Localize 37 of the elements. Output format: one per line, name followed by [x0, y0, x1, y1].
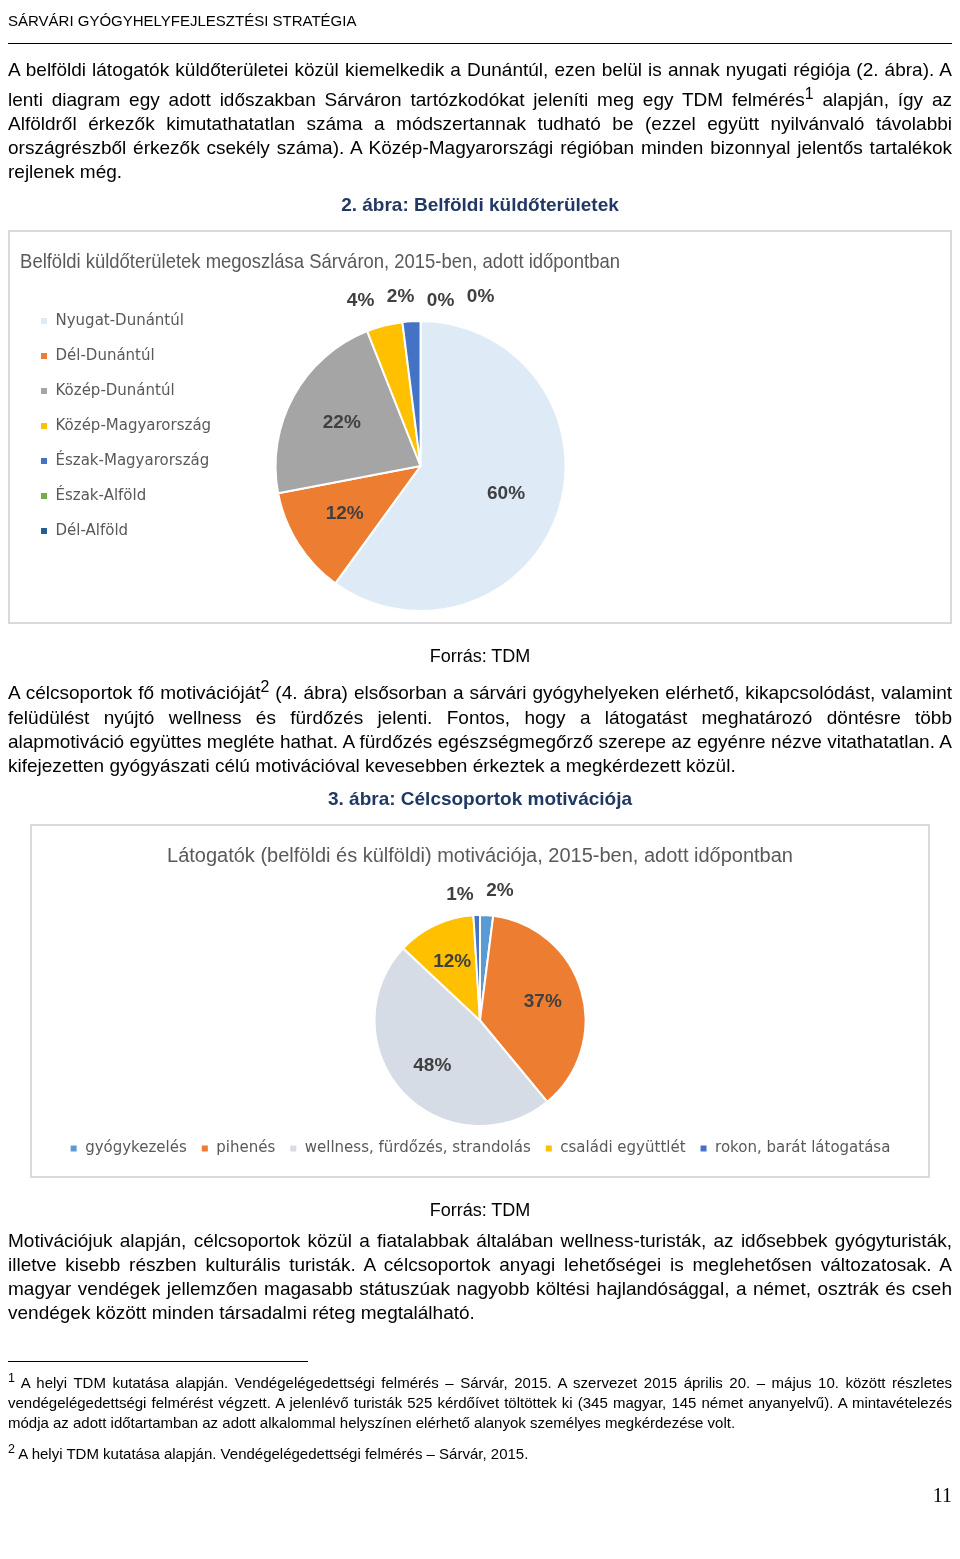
legend-label: pihenés — [216, 1138, 276, 1157]
data-label: 60% — [487, 482, 526, 504]
text: 2. ábra: Belföldi küldőterületek — [340, 194, 620, 217]
text: SÁRVÁRI GYÓGYHELYFEJLESZTÉSI STRATÉGIA — [8, 8, 952, 44]
data-label: 12% — [325, 502, 364, 524]
legend-label: Dél-Alföld — [55, 521, 129, 540]
chart-title: Látogatók (belföldi és külföldi) motivációja, 2015-ben, adott időpontban — [167, 843, 793, 866]
data-label: 2% — [386, 285, 415, 307]
data-label: 4% — [346, 289, 375, 311]
data-label: 2% — [486, 878, 514, 900]
data-label: 37% — [523, 990, 562, 1012]
text: Motivációjuk alapján, célcsoportok közül a fiatalabbak általában wellness-turisták, az idősebbek gyógyturisták, illetve kisebb részben kulturális turisták. A célcsoportok anyagi lehetőségei is meglehetősen változatosak. A magyar vendégek jellemzően magasabb státuszúak nagyobb költési hajlandósággal, a német, osztrák és cseh vendégek között minden társadalmi réteg megtalálható. — [8, 1228, 952, 1325]
text: Forrás: TDM — [428, 1199, 532, 1221]
text: 11 — [931, 1483, 952, 1507]
text: A belföldi látogatók küldőterületei közül kiemelkedik a Dunántúl, ezen belül is annak nyugati régiója (2. ábra). A lenti diagram egy adott időszakban Sárváron tartózkodókat jeleníti meg egy TDM felmérés$^{1}$ alapján, így az Alföldről érkezők kimutathatatlan száma a módszertannak tudható be (ezzel együtt nyilvánvaló távolabbi országrészből érkezők csekély száma). A Közép-Magyarországi régióban minden bizonnyal jelentős tartalékok rejlenek még. — [8, 58, 952, 185]
legend-label: Nyugat-Dunántúl — [55, 311, 184, 330]
legend-label: Közép-Dunántúl — [55, 381, 175, 400]
text: 0% — [466, 285, 495, 307]
legend-label: rokon, barát látogatása — [715, 1138, 891, 1157]
text: $^{1}$ A helyi TDM kutatása alapján. Vendégelégedettségi felmérés – Sárvár, 2015. A szervezet 2015 április 20. – május 10. között részletes vendégelégedettségi felmérést végzett. A jelenlévő turisták 525 kérdőívet töltöttek ki (345 magyar, 145 német anyanyelvű). A mintavételezés módja az adott időtartamban az adott alkalommal helyszínen elérhető alanyok személyes megkérdezése volt. — [8, 1369, 952, 1433]
legend-label: Közép-Magyarország — [55, 416, 212, 435]
chart-title: Belföldi küldőterületek megoszlása Sárváron, 2015-ben, adott időpontban — [20, 250, 620, 272]
data-label: 22% — [322, 411, 361, 433]
data-label: 1% — [446, 882, 474, 904]
text: Forrás: TDM — [428, 646, 532, 668]
legend-label: Észak-Alföld — [55, 485, 147, 505]
text: $^{2}$ A helyi TDM kutatása alapján. Vendégelégedettségi felmérés – Sárvár, 2015. — [8, 1440, 530, 1464]
text: 0% — [426, 289, 455, 311]
text: 3. ábra: Célcsoportok motivációja — [326, 787, 634, 810]
legend-label: Dél-Dunántúl — [55, 346, 155, 365]
legend-label: Észak-Magyarország — [55, 450, 210, 470]
legend-label: wellness, fürdőzés, strandolás — [304, 1138, 531, 1157]
data-label: 48% — [413, 1053, 452, 1075]
text: A célcsoportok fő motivációját$^{2}$ (4. ábra) elsősorban a sárvári gyógyhelyeken elérhető, kikapcsolódást, valamint felüdülést nyújtó wellness és fürdőzés jelenti. Fontos, hogy a látogatást meghatározó döntésre több alapmotiváció együttes megléte hathat. A fürdőzés egészségmegőrző szerepe az egyénre nézve vitathatatlan. A kifejezetten gyógyászati célú motivációval kevesebben érkeztek a megkérdezett közül. — [8, 677, 952, 778]
data-label: 12% — [433, 949, 472, 971]
legend-label: családi együttlét — [560, 1138, 686, 1157]
legend-label: gyógykezelés — [85, 1138, 187, 1157]
